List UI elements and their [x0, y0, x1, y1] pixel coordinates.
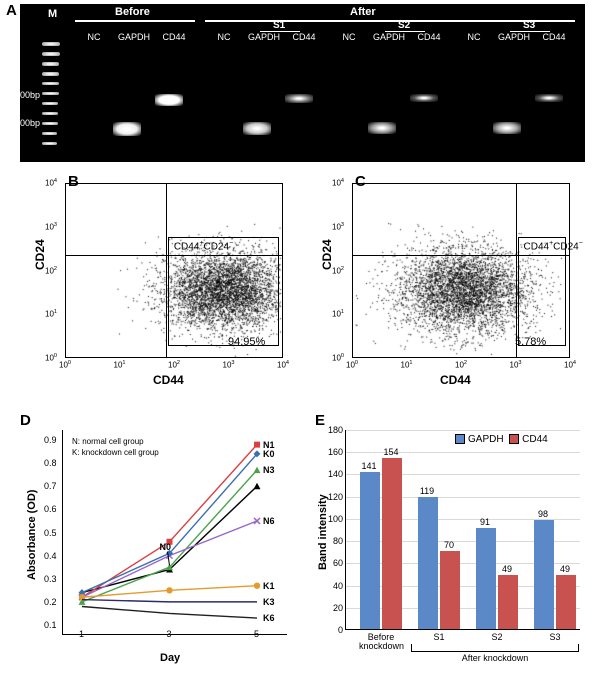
panel-a-label: A: [6, 2, 17, 19]
line-y-label: Absorbance (OD): [26, 490, 38, 580]
bar-gapdh: [534, 520, 554, 629]
scatter-c-xlabel: CD44: [440, 373, 471, 387]
bar-gapdh: [476, 528, 496, 629]
panel-e-label: E: [315, 412, 325, 429]
gel-image: MBeforeAfterNCGAPDHCD44S1NCGAPDHCD44S2NC…: [20, 4, 585, 162]
bar-cd44: [382, 458, 402, 629]
scatter-plot-c: C CD24 CD44 CD44+CD24−5.78%1001001011011…: [310, 175, 580, 390]
scatter-b-xlabel: CD44: [153, 373, 184, 387]
line-legend: N: normal cell group K: knockdown cell g…: [72, 436, 159, 458]
bar-gapdh: [418, 497, 438, 629]
line-chart-d: D N: normal cell group K: knockdown cell…: [20, 420, 300, 665]
legend-k: K: knockdown cell group: [72, 447, 159, 458]
bar-gapdh: [360, 472, 380, 629]
line-x-label: Day: [160, 652, 180, 664]
bar-cd44: [498, 575, 518, 629]
line-chart-svg: [62, 430, 287, 635]
bar-chart-e: E Band intensity 02040608010012014016018…: [315, 420, 590, 665]
panel-d-label: D: [20, 412, 31, 429]
bar-cd44: [556, 575, 576, 629]
ladder-label: M: [48, 8, 57, 20]
bar-chart-frame: [345, 430, 580, 630]
bar-legend: GAPDH CD44: [455, 434, 548, 445]
legend-n: N: normal cell group: [72, 436, 159, 447]
scatter-plot-b: B CD24 CD44 CD44+CD24−94.95%100100101101…: [23, 175, 293, 390]
bar-cd44: [440, 551, 460, 629]
